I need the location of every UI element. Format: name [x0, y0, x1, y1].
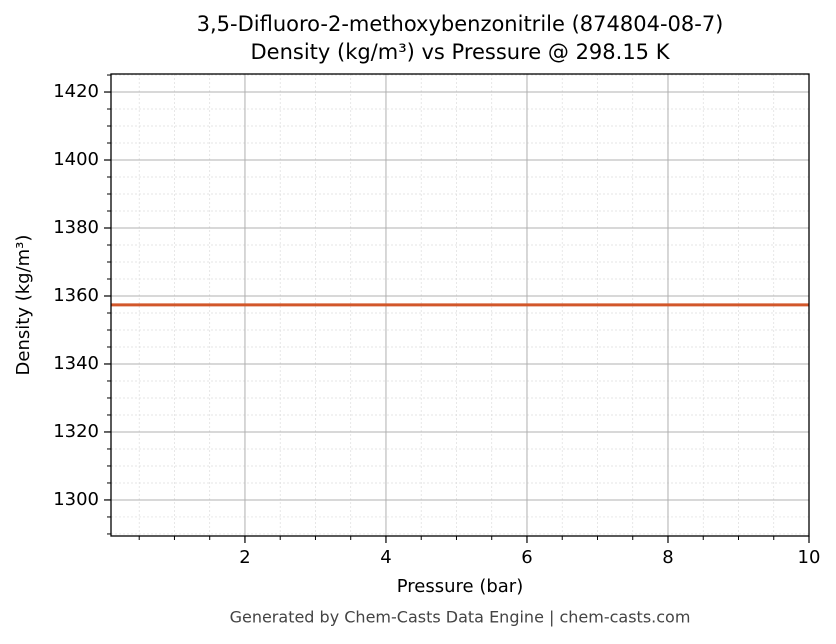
x-tick-label: 6 — [521, 547, 532, 568]
plot-frame — [110, 73, 810, 537]
x-tick-label: 10 — [798, 547, 821, 568]
footer: Generated by Chem-Casts Data Engine | ch… — [230, 608, 691, 627]
y-tick-label: 1360 — [53, 285, 99, 306]
x-axis-label: Pressure (bar) — [397, 576, 523, 597]
y-tick-label: 1340 — [53, 353, 99, 374]
y-tick-label: 1400 — [53, 149, 99, 170]
y-tick-label: 1380 — [53, 217, 99, 238]
y-axis-label: Density (kg/m³) — [13, 235, 34, 376]
x-tick-label: 4 — [380, 547, 391, 568]
y-tick-label: 1320 — [53, 421, 99, 442]
chart-subtitle: Density (kg/m³) vs Pressure @ 298.15 K — [250, 40, 670, 64]
x-tick-label: 2 — [239, 547, 250, 568]
y-tick-label: 1420 — [53, 81, 99, 102]
y-tick-label: 1300 — [53, 489, 99, 510]
x-tick-label: 8 — [662, 547, 673, 568]
chart-title: 3,5-Difluoro-2-methoxybenzonitrile (8748… — [197, 12, 724, 36]
